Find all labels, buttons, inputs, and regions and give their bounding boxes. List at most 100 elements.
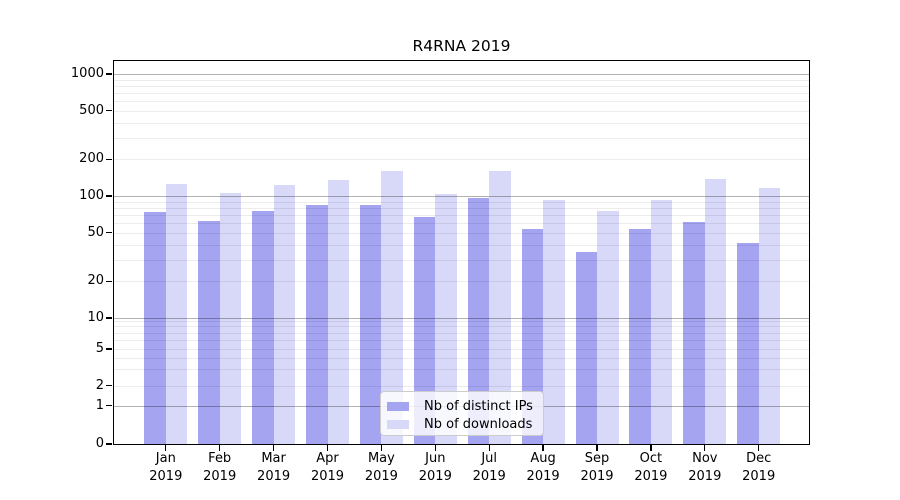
x-tick-mark [326, 445, 329, 451]
x-tick-year: 2019 [472, 468, 506, 484]
gridline-minor [114, 207, 809, 209]
x-tick-label: Jul 2019 [457, 450, 521, 485]
y-tick-mark [106, 232, 112, 234]
gridline-minor [114, 385, 809, 387]
x-tick-mark [758, 445, 760, 451]
bar-distinct-ips [629, 228, 651, 444]
y-tick-mark [106, 443, 112, 445]
gridline-minor [114, 110, 809, 112]
x-tick-month: Jan [155, 451, 176, 466]
chart-title: R4RNA 2019 [412, 37, 511, 55]
x-tick-month: Apr [316, 451, 339, 466]
plot-area [114, 61, 809, 444]
bar-downloads [381, 171, 403, 444]
y-tick-mark [106, 73, 112, 75]
bar-distinct-ips [521, 228, 544, 444]
y-tick-label: 10 [87, 310, 104, 325]
x-tick-label: Apr 2019 [296, 450, 360, 485]
x-tick-month: Oct [639, 451, 663, 466]
bar-distinct-ips [306, 205, 328, 444]
x-tick-year: 2019 [742, 468, 776, 484]
gridline-minor [114, 85, 809, 87]
legend-item-downloads: Nb of downloads [387, 417, 543, 433]
x-tick-month: Jul [481, 451, 498, 466]
bar-downloads [219, 193, 242, 444]
gridline-minor [114, 101, 809, 103]
y-tick-label: 100 [79, 188, 104, 203]
gridline-minor [114, 281, 809, 283]
x-tick-label: Oct 2019 [619, 450, 683, 485]
bar-downloads [165, 183, 188, 444]
x-tick-mark [650, 445, 652, 451]
gridline-minor [114, 259, 809, 261]
x-tick-mark [380, 445, 383, 451]
bar-downloads [489, 171, 511, 444]
bar-distinct-ips [413, 217, 436, 444]
x-tick-label: Mar 2019 [242, 450, 306, 485]
x-tick-year: 2019 [257, 468, 291, 484]
gridline-minor [114, 232, 809, 234]
y-tick-label: 2 [95, 377, 104, 393]
y-tick-label: 50 [87, 224, 104, 240]
x-tick-label: May 2019 [349, 450, 413, 485]
x-tick-mark [272, 445, 275, 451]
x-tick-label: Feb 2019 [188, 450, 252, 485]
legend-label-downloads: Nb of downloads [424, 417, 533, 432]
y-tick-mark [106, 317, 112, 319]
legend: Nb of distinct IPs Nb of downloads [380, 391, 544, 436]
bar-downloads [758, 188, 781, 444]
x-tick-year: 2019 [203, 468, 237, 484]
y-tick-label: 5 [95, 341, 104, 356]
x-tick-year: 2019 [149, 468, 183, 484]
gridline-minor [114, 92, 809, 94]
x-tick-year: 2019 [310, 468, 345, 484]
x-tick-year: 2019 [418, 468, 452, 484]
bar-distinct-ips [575, 251, 597, 444]
bar-distinct-ips [737, 243, 759, 444]
gridline-minor [114, 332, 809, 334]
y-tick-label: 0 [95, 436, 104, 451]
y-tick-mark [106, 348, 112, 350]
gridline-minor [114, 357, 809, 359]
x-tick-mark [165, 445, 167, 451]
x-tick-month: May [367, 451, 395, 466]
y-tick-label: 1000 [70, 66, 104, 81]
x-tick-mark [488, 445, 490, 451]
x-tick-label: Jan 2019 [134, 450, 198, 485]
x-tick-label: Aug 2019 [511, 450, 575, 485]
gridline-minor [114, 137, 809, 139]
x-tick-month: Nov [692, 451, 718, 466]
y-tick-mark [106, 385, 112, 387]
x-tick-label: Nov 2019 [673, 450, 737, 485]
x-tick-label: Sep 2019 [565, 450, 629, 485]
bar-distinct-ips [252, 211, 274, 444]
gridline-major [114, 74, 809, 75]
x-tick-year: 2019 [634, 468, 668, 484]
y-tick-mark [106, 158, 112, 160]
y-tick-mark [106, 110, 112, 112]
y-tick-label: 500 [79, 102, 104, 118]
y-tick-mark [106, 280, 112, 282]
legend-item-distinct-ips: Nb of distinct IPs [387, 398, 543, 414]
bar-distinct-ips [683, 222, 705, 444]
bar-distinct-ips [359, 205, 382, 444]
legend-swatch-downloads-icon [387, 420, 409, 429]
x-tick-year: 2019 [364, 468, 398, 484]
x-tick-month: Sep [584, 451, 610, 466]
gridline-minor [114, 326, 809, 328]
x-tick-mark [542, 445, 544, 451]
y-tick-mark [106, 195, 112, 197]
x-tick-year: 2019 [688, 468, 722, 484]
y-tick-label: 20 [87, 273, 104, 289]
x-tick-month: Mar [261, 451, 286, 466]
bar-distinct-ips [144, 211, 166, 444]
x-tick-year: 2019 [580, 468, 614, 484]
x-tick-month: Dec [746, 451, 772, 466]
gridline-minor [114, 122, 809, 124]
gridline-minor [114, 349, 809, 350]
x-tick-label: Jun 2019 [403, 450, 467, 485]
x-tick-month: Aug [530, 451, 556, 466]
x-tick-year: 2019 [526, 468, 560, 484]
gridline-major [114, 196, 809, 197]
